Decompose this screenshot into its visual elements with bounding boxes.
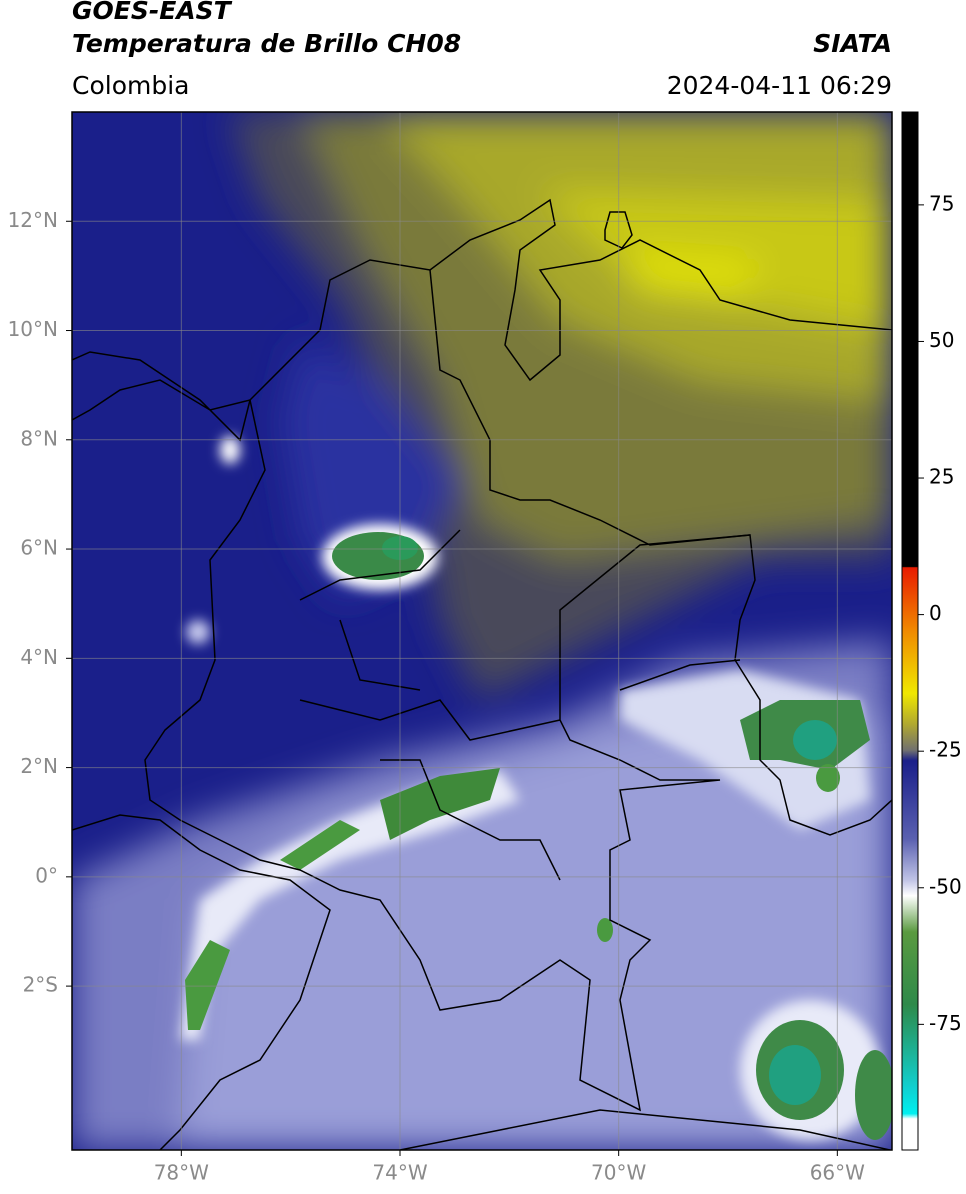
y-tick-label: 6°N <box>20 536 58 560</box>
y-tick-label: 2°S <box>23 973 58 997</box>
x-tick-label: 66°W <box>810 1161 865 1185</box>
colorbar-label: 75 <box>929 191 954 215</box>
source: SIATA <box>813 29 892 58</box>
colorbar-label: -50 <box>929 874 962 898</box>
subtitle: Temperatura de Brillo CH08 <box>72 29 461 58</box>
y-tick-label: 4°N <box>20 645 58 669</box>
x-tick-label: 78°W <box>154 1161 209 1185</box>
colorbar-label: -75 <box>929 1011 962 1035</box>
y-tick-label: 12°N <box>8 208 58 232</box>
x-tick-label: 70°W <box>591 1161 646 1185</box>
colorbar-label: -25 <box>929 738 962 762</box>
datetime: 2024-04-11 06:29 <box>667 71 892 100</box>
colorbar-label: 0 <box>929 601 942 625</box>
y-tick-label: 10°N <box>8 317 58 341</box>
region: Colombia <box>72 71 189 100</box>
map-frame <box>71 111 893 1151</box>
colorbar-label: 25 <box>929 465 954 489</box>
title: GOES-EAST <box>72 0 233 25</box>
colorbar <box>901 111 919 1151</box>
y-tick-label: 8°N <box>20 426 58 450</box>
x-tick-label: 74°W <box>372 1161 427 1185</box>
y-tick-label: 2°N <box>20 754 58 778</box>
satellite-image <box>72 112 892 1150</box>
colorbar-label: 50 <box>929 328 954 352</box>
y-tick-label: 0° <box>35 863 58 887</box>
map-grid <box>72 112 892 1150</box>
